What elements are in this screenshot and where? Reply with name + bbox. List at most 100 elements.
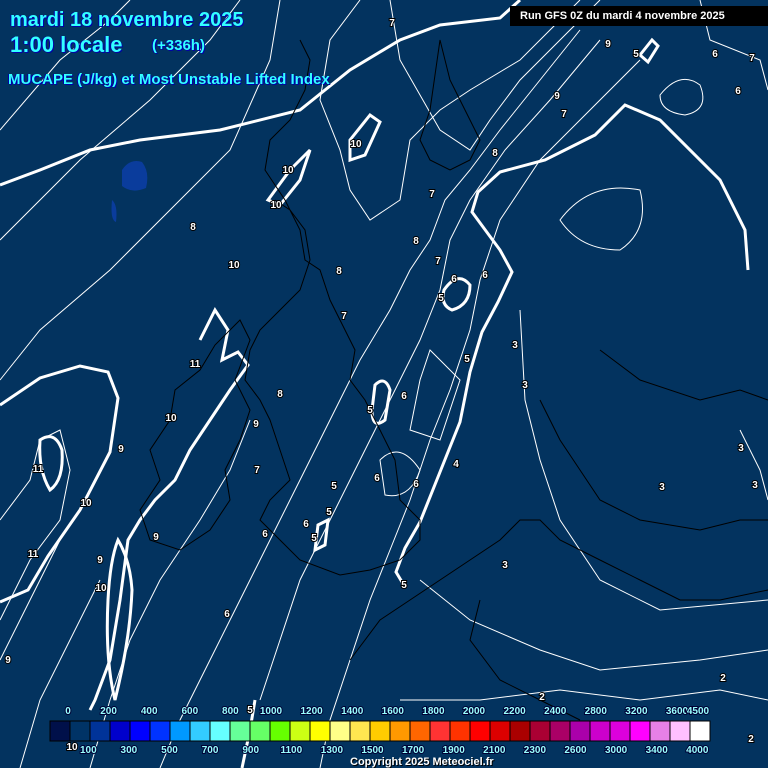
- lifted-index-label: 8: [413, 236, 419, 247]
- lifted-index-label: 9: [605, 39, 611, 50]
- lifted-index-label: 5: [311, 533, 317, 544]
- lifted-index-label: 6: [401, 391, 407, 402]
- lifted-index-label: 2: [539, 692, 545, 703]
- lifted-index-label: 10: [66, 742, 78, 753]
- legend-label: 800: [222, 706, 239, 717]
- lifted-index-label: 6: [262, 529, 268, 540]
- legend-swatch: [409, 720, 431, 742]
- legend-swatch: [589, 720, 611, 742]
- lifted-index-label: 10: [95, 583, 107, 594]
- legend-swatch: [49, 720, 71, 742]
- legend-swatch: [429, 720, 451, 742]
- lifted-index-label: 3: [502, 560, 508, 571]
- lifted-index-label: 5: [367, 405, 373, 416]
- lifted-index-label: 11: [190, 359, 201, 370]
- lifted-index-label: 8: [336, 266, 342, 277]
- legend-swatch: [169, 720, 191, 742]
- legend-label: 3200: [625, 706, 648, 717]
- lifted-index-label: 8: [277, 389, 283, 400]
- lifted-index-label: 6: [303, 519, 309, 530]
- coastlines: [139, 39, 768, 721]
- lifted-index-label: 7: [254, 465, 260, 476]
- lifted-index-label: 9: [97, 555, 103, 566]
- copyright: Copyright 2025 Meteociel.fr: [350, 756, 494, 768]
- legend-label: 2800: [585, 706, 608, 717]
- lifted-index-label: 8: [190, 222, 196, 233]
- lifted-index-label: 6: [451, 274, 457, 285]
- legend-swatch: [349, 720, 371, 742]
- legend-label: 1700: [402, 745, 425, 756]
- lifted-index-label: 5: [464, 354, 470, 365]
- lifted-index-label: 5: [401, 580, 407, 591]
- mucape-area: [111, 161, 148, 222]
- lifted-index-label: 10: [80, 498, 92, 509]
- legend-label: 1400: [341, 706, 364, 717]
- legend-label: 600: [181, 706, 198, 717]
- legend-label: 1500: [361, 745, 384, 756]
- legend-label: 2400: [544, 706, 567, 717]
- lifted-index-label: 3: [752, 480, 758, 491]
- legend-label: 3000: [605, 745, 628, 756]
- legend-swatch: [69, 720, 91, 742]
- lifted-index-label: 11: [33, 464, 44, 475]
- legend-swatch: [489, 720, 511, 742]
- lifted-index-label: 5: [247, 705, 253, 716]
- legend-swatch: [629, 720, 651, 742]
- lifted-index-label: 9: [5, 655, 11, 666]
- forecast-lead-time: (+336h): [152, 37, 205, 54]
- legend-swatch: [269, 720, 291, 742]
- legend-swatch: [109, 720, 131, 742]
- legend-label: 400: [141, 706, 158, 717]
- legend-label: 900: [242, 745, 259, 756]
- lifted-index-label: 6: [712, 49, 718, 60]
- lifted-index-label: 3: [659, 482, 665, 493]
- legend-swatch: [529, 720, 551, 742]
- legend-label: 2300: [524, 745, 547, 756]
- legend-swatch: [289, 720, 311, 742]
- lifted-index-label: 7: [429, 189, 435, 200]
- lifted-index-label: 10: [282, 165, 294, 176]
- legend-swatch: [609, 720, 631, 742]
- legend-swatch: [569, 720, 591, 742]
- lifted-index-label: 9: [253, 419, 259, 430]
- legend-label: 1200: [300, 706, 323, 717]
- lifted-index-label: 7: [389, 18, 395, 29]
- lifted-index-label: 6: [224, 609, 230, 620]
- lifted-index-label: 5: [438, 293, 444, 304]
- legend-swatch: [309, 720, 331, 742]
- lifted-index-label: 5: [633, 49, 639, 60]
- legend-label: 700: [202, 745, 219, 756]
- legend-swatch: [129, 720, 151, 742]
- legend-swatch: [469, 720, 491, 742]
- mucape-legend: 0 100 200 300 400 500 600 700 800 900 1000 1100 1200…: [49, 705, 711, 757]
- lifted-index-label: 2: [720, 673, 726, 684]
- legend-swatch: [209, 720, 231, 742]
- lifted-index-label: 2: [748, 734, 754, 745]
- lifted-index-label: 6: [413, 479, 419, 490]
- lifted-index-label: 3: [522, 380, 528, 391]
- legend-swatch: [649, 720, 671, 742]
- legend-label: 0: [65, 706, 71, 717]
- thick-contours: [0, 0, 750, 768]
- run-info: Run GFS 0Z du mardi 4 novembre 2025: [510, 6, 768, 26]
- legend-swatch: [149, 720, 171, 742]
- lifted-index-label: 4: [453, 459, 459, 470]
- parameter-title: MUCAPE (J/kg) et Most Unstable Lifted In…: [8, 71, 330, 88]
- legend-swatch: [669, 720, 691, 742]
- legend-swatch: [509, 720, 531, 742]
- lifted-index-label: 7: [749, 53, 755, 64]
- legend-swatch: [389, 720, 411, 742]
- lifted-index-label: 3: [512, 340, 518, 351]
- legend-label: 200: [100, 706, 117, 717]
- legend-label: 1900: [443, 745, 466, 756]
- legend-label: 3600: [666, 706, 689, 717]
- legend-swatch: [689, 720, 711, 742]
- forecast-date: mardi 18 novembre 2025: [10, 9, 244, 31]
- lifted-index-label: 6: [374, 473, 380, 484]
- legend-label: 500: [161, 745, 178, 756]
- legend-swatch: [449, 720, 471, 742]
